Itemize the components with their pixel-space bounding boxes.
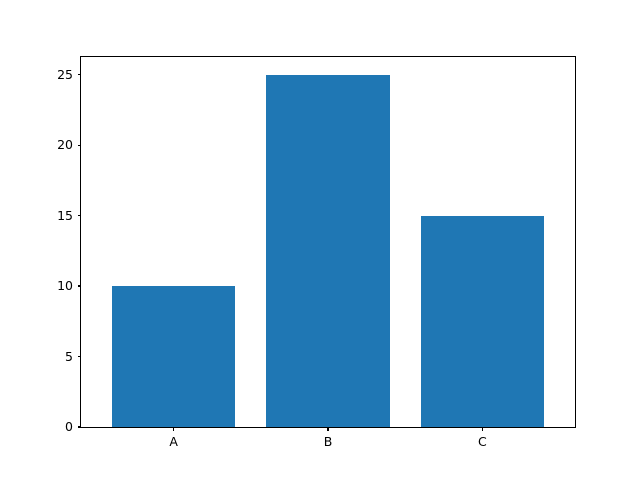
y-tick-label: 10 bbox=[57, 278, 73, 294]
x-tick-mark bbox=[173, 427, 175, 431]
bar-b bbox=[266, 74, 390, 427]
y-tick-label: 25 bbox=[57, 66, 73, 82]
bar-a bbox=[111, 286, 236, 427]
y-tick-label: 0 bbox=[65, 419, 73, 434]
x-tick-mark bbox=[327, 427, 329, 431]
x-tick-label: A bbox=[169, 434, 178, 449]
y-tick-label: 20 bbox=[57, 137, 73, 153]
x-tick-label: B bbox=[323, 434, 333, 449]
x-tick-label: C bbox=[478, 434, 487, 449]
plot-area bbox=[81, 57, 575, 427]
bar-c bbox=[420, 215, 545, 427]
y-tick-label: 5 bbox=[65, 348, 73, 364]
chart-axes: 0 5 10 15 20 25 A B C bbox=[57, 56, 576, 449]
x-tick-mark bbox=[481, 427, 483, 431]
y-tick-label: 15 bbox=[57, 207, 73, 223]
